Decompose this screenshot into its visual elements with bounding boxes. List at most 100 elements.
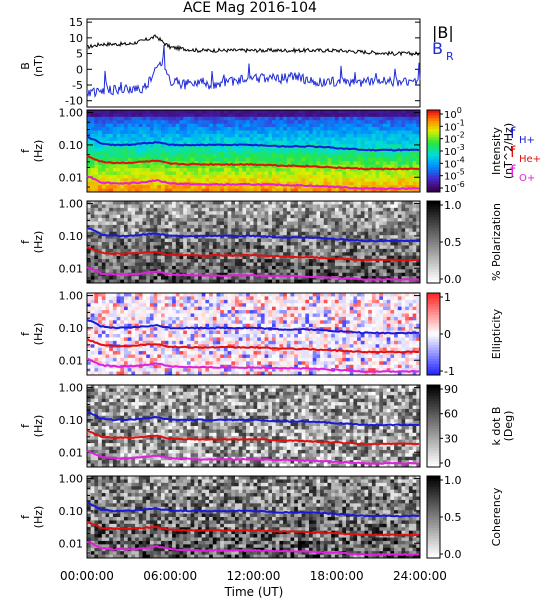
spectrogram-cell: [290, 178, 295, 183]
spectrogram-cell: [320, 133, 325, 138]
spectrogram-cell: [260, 130, 265, 135]
spectrogram-cell: [186, 127, 191, 131]
spectrogram-cell: [94, 218, 99, 222]
spectrogram-cell: [105, 276, 110, 280]
spectrogram-cell: [98, 113, 103, 118]
spectrogram-cell: [357, 265, 362, 270]
spectrogram-cell: [327, 272, 332, 277]
spectrogram-cell: [235, 110, 240, 114]
spectrogram-cell: [268, 168, 273, 172]
spectrogram-cell: [201, 242, 206, 246]
spectrogram-cell: [294, 154, 299, 159]
spectrogram-cell: [90, 147, 95, 152]
spectrogram-cell: [161, 214, 166, 219]
spectrogram-cell: [242, 228, 247, 233]
spectrogram-cell: [346, 113, 351, 118]
spectrogram-cell: [198, 137, 203, 142]
spectrogram-cell: [349, 174, 354, 179]
spectrogram-cell: [101, 357, 106, 362]
spectrogram-cell: [283, 123, 288, 128]
spectrogram-cell: [116, 188, 121, 193]
spectrogram-cell: [235, 252, 240, 257]
spectrogram-cell: [286, 218, 291, 222]
spectrogram-cell: [146, 113, 151, 118]
gyrofrequency-line-o: [86, 266, 420, 282]
spectrogram-cell: [268, 127, 273, 131]
spectrogram-cell: [135, 340, 140, 345]
spectrogram-cell: [279, 113, 284, 118]
spectrogram-cell: [168, 188, 173, 193]
spectrogram-cell: [98, 181, 103, 186]
spectrogram-cell: [120, 299, 125, 304]
spectrogram-cell: [90, 354, 95, 359]
spectrogram-cell: [116, 296, 121, 301]
spectrogram-cell: [116, 303, 121, 308]
spectrogram-cell: [349, 154, 354, 159]
spectrogram-cell: [368, 144, 373, 148]
spectrogram-cell: [357, 178, 362, 183]
spectrogram-cell: [349, 204, 354, 209]
spectrogram-cell: [146, 364, 151, 369]
spectrogram-cell: [312, 276, 317, 280]
spectrogram-cell: [183, 137, 188, 142]
spectrogram-cell: [334, 137, 339, 142]
spectrogram-cell: [142, 147, 147, 152]
spectrogram-cell: [235, 224, 240, 229]
spectrogram-cell: [90, 168, 95, 172]
spectrogram-cell: [201, 137, 206, 142]
spectrogram-cell: [149, 320, 154, 325]
spectrogram-cell: [135, 296, 140, 301]
spectrogram-cell: [146, 306, 151, 311]
spectrogram-cell: [316, 161, 321, 166]
spectrogram-cell: [368, 137, 373, 142]
spectrogram-cell: [275, 255, 280, 260]
spectrogram-cell: [109, 113, 114, 118]
spectrogram-cell: [87, 361, 92, 366]
colorbar-swatch: [427, 214, 440, 218]
spectrogram-cell: [357, 110, 362, 114]
spectrogram-cell: [272, 224, 277, 229]
spectrogram-cell: [264, 276, 269, 280]
spectrogram-cell: [186, 207, 191, 212]
spectrogram-cell: [146, 133, 151, 138]
spectrogram-cell: [94, 299, 99, 304]
spectrogram-cell: [264, 221, 269, 226]
spectrogram-cell: [116, 211, 121, 216]
spectrogram-cell: [172, 174, 177, 179]
spectrogram-cell: [183, 133, 188, 138]
spectrogram-cell: [268, 238, 273, 243]
spectrogram-cell: [260, 110, 265, 114]
spectrogram-cell: [231, 235, 236, 239]
spectrogram-cell: [223, 214, 228, 219]
spectrogram-cell: [249, 140, 254, 145]
spectrogram-cell: [135, 207, 140, 212]
spectrogram-cell: [397, 231, 402, 236]
spectrogram-cell: [301, 276, 306, 280]
spectrogram-cell: [186, 221, 191, 226]
spectrogram-cell: [223, 116, 228, 121]
spectrogram-cell: [172, 242, 177, 246]
spectrogram-cell: [375, 130, 380, 135]
spectrogram-cell: [338, 272, 343, 277]
spectrogram-cell: [168, 164, 173, 169]
colorbar-swatch: [427, 189, 440, 193]
spectrogram-cell: [312, 116, 317, 121]
spectrogram-cell: [253, 204, 258, 209]
spectrogram-cell: [216, 123, 221, 128]
spectrogram-cell: [161, 259, 166, 263]
spectrogram-cell: [194, 188, 199, 193]
spectrogram-cell: [360, 231, 365, 236]
spectrogram-cell: [320, 279, 325, 284]
spectrogram-cell: [275, 147, 280, 152]
spectrogram-cell: [220, 188, 225, 193]
spectrogram-cell: [349, 262, 354, 267]
spectrogram-cell: [397, 140, 402, 145]
spectrogram-cell: [135, 262, 140, 267]
spectrogram-cell: [257, 140, 262, 145]
spectrogram-cell: [131, 334, 136, 338]
spectrogram-cell: [127, 211, 132, 216]
spectrogram-cell: [216, 147, 221, 152]
spectrogram-cell: [323, 265, 328, 270]
spectrogram-cell: [260, 265, 265, 270]
spectrogram-cell: [327, 221, 332, 226]
